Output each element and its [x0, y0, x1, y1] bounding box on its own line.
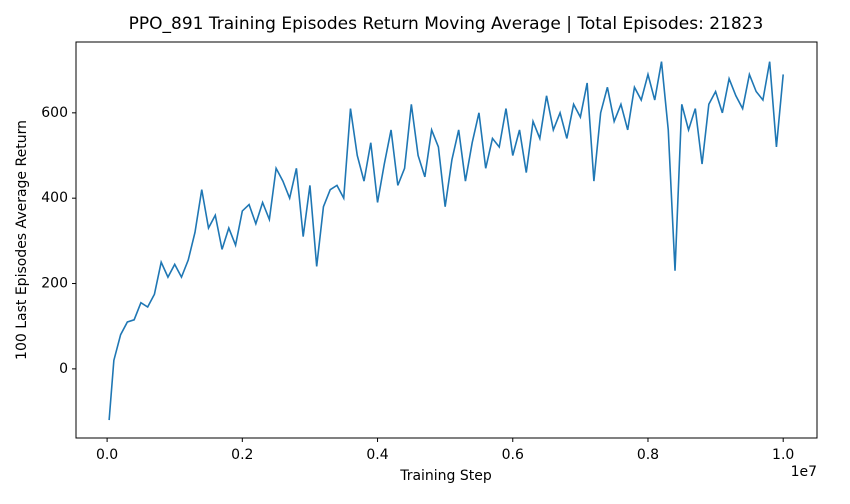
y-tick-label: 600	[41, 105, 68, 121]
x-tick-label: 0.2	[231, 447, 253, 463]
plot-frame	[75, 41, 818, 439]
y-tick-label: 200	[41, 276, 68, 292]
x-offset-label: 1e7	[791, 464, 817, 480]
y-tick-label: 400	[41, 190, 68, 206]
y-axis-label: 100 Last Episodes Average Return	[14, 120, 30, 360]
chart-title: PPO_891 Training Episodes Return Moving …	[129, 14, 764, 34]
x-tick-label: 0.6	[502, 447, 524, 463]
x-axis-label: Training Step	[399, 468, 492, 484]
x-tick-label: 0.8	[637, 447, 659, 463]
x-tick-label: 1.0	[772, 447, 794, 463]
y-tick-label: 0	[59, 361, 68, 377]
x-tick-label: 0.4	[366, 447, 388, 463]
x-tick-label: 0.0	[96, 447, 118, 463]
line-series	[108, 61, 784, 421]
